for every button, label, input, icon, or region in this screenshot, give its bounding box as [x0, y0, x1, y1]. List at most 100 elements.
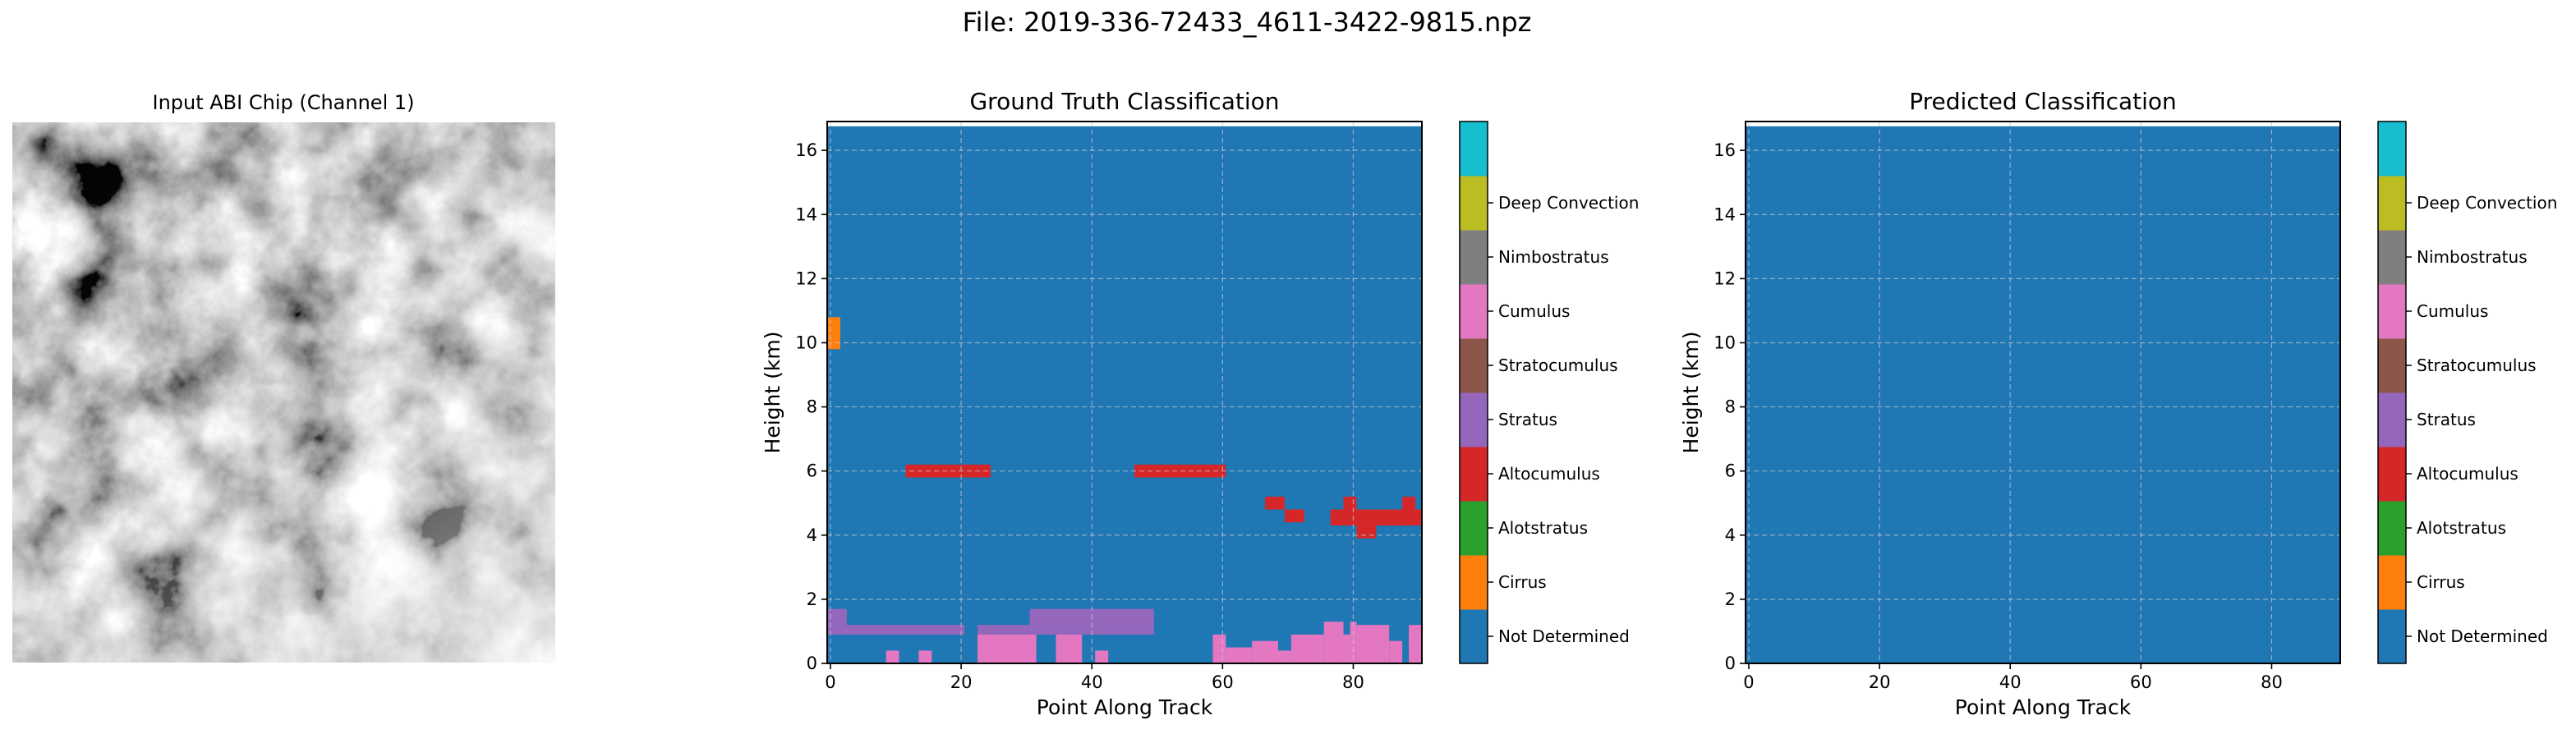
ground-truth-y-tick-label: 2	[807, 589, 817, 609]
ground-truth-colorbar-label-altocumulus: Altocumulus	[1498, 464, 1600, 484]
ground-truth-cell-altocumulus	[1356, 525, 1377, 539]
ground-truth-cell-altocumulus	[1330, 509, 1422, 526]
predicted-colorbar-label-stratus: Stratus	[2417, 410, 2476, 429]
predicted-y-tick-label: 2	[1725, 589, 1736, 609]
predicted-y-tick-label: 12	[1714, 268, 1736, 288]
ground-truth-cell-cumulus	[1389, 640, 1403, 663]
predicted-y-tick-label: 8	[1725, 397, 1736, 417]
ground-truth-colorbar-label-stratocumulus: Stratocumulus	[1498, 356, 1618, 375]
ground-truth-colorbar-segment	[1460, 555, 1488, 610]
predicted-colorbar-segment	[2378, 447, 2406, 502]
predicted-title: Predicted Classification	[1909, 88, 2177, 115]
ground-truth-x-tick-label: 40	[1081, 672, 1103, 692]
ground-truth-colorbar-label-not-determined: Not Determined	[1498, 626, 1630, 646]
predicted-colorbar-label-altocumulus: Altocumulus	[2417, 464, 2518, 484]
ground-truth-cell-cumulus	[1212, 634, 1226, 663]
predicted-colorbar-segment	[2378, 392, 2406, 447]
predicted-background-cells	[1746, 126, 2340, 664]
predicted-colorbar-segment	[2378, 338, 2406, 393]
ground-truth-cell-altocumulus	[905, 464, 991, 478]
ground-truth-cell-stratus	[827, 608, 847, 626]
ground-truth-cell-cumulus	[1290, 634, 1324, 663]
ground-truth-colorbar-segment	[1460, 392, 1488, 447]
ground-truth-x-axis-label: Point Along Track	[1037, 695, 1213, 719]
ground-truth-cell-cumulus	[886, 650, 899, 663]
predicted-colorbar-label-cumulus: Cumulus	[2417, 301, 2488, 321]
satellite-image-overlay-bottom	[12, 122, 555, 663]
ground-truth-y-tick-label: 12	[795, 268, 817, 288]
ground-truth-x-tick-label: 20	[950, 672, 973, 692]
ground-truth-colorbar-label-cirrus: Cirrus	[1498, 572, 1547, 592]
ground-truth-colorbar-segment	[1460, 122, 1488, 177]
ground-truth-colorbar-label-deep-convection: Deep Convection	[1498, 193, 1639, 213]
ground-truth-cell-cumulus	[1095, 650, 1109, 663]
predicted-y-tick-label: 6	[1725, 461, 1736, 481]
ground-truth-colorbar-segment	[1460, 447, 1488, 502]
ground-truth-cell-altocumulus	[1284, 509, 1304, 523]
ground-truth-cell-cumulus	[1226, 647, 1253, 663]
ground-truth-colorbar-label-cumulus: Cumulus	[1498, 301, 1570, 321]
ground-truth-x-tick-label: 0	[825, 672, 835, 692]
predicted-colorbar-label-alotstratus: Alotstratus	[2417, 518, 2506, 538]
ground-truth-y-tick-label: 16	[795, 140, 817, 160]
ground-truth-cell-cumulus	[1277, 650, 1291, 663]
ground-truth-colorbar-label-nimbostratus: Nimbostratus	[1498, 247, 1609, 267]
predicted-colorbar-label-stratocumulus: Stratocumulus	[2417, 356, 2537, 375]
ground-truth-y-axis-label: Height (km)	[761, 332, 784, 454]
input-panel: Input ABI Chip (Channel 1)	[12, 91, 555, 663]
input-panel-title: Input ABI Chip (Channel 1)	[152, 91, 414, 114]
predicted-colorbar-segment	[2378, 501, 2406, 556]
predicted-x-tick-label: 0	[1743, 672, 1754, 692]
ground-truth-y-tick-label: 0	[807, 654, 817, 673]
ground-truth-colorbar-frame	[1459, 121, 1488, 664]
ground-truth-cell-cumulus	[1252, 640, 1278, 663]
ground-truth-colorbar-segment	[1460, 284, 1488, 339]
predicted-colorbar-label-deep-convection: Deep Convection	[2417, 193, 2557, 213]
predicted-colorbar-segment	[2378, 609, 2406, 664]
predicted-colorbar-segment	[2378, 230, 2406, 285]
ground-truth-axes-frame	[826, 121, 1423, 664]
ground-truth-colorbar-segment	[1460, 338, 1488, 393]
ground-truth-cell-cumulus	[1409, 625, 1422, 651]
predicted-axes-frame	[1745, 121, 2341, 664]
predicted-y-tick-label: 10	[1714, 333, 1736, 352]
ground-truth-y-tick-label: 4	[807, 525, 817, 545]
ground-truth-y-tick-label: 6	[807, 461, 817, 481]
predicted-colorbar-label-nimbostratus: Nimbostratus	[2417, 247, 2528, 267]
predicted-y-tick-label: 0	[1725, 654, 1736, 673]
ground-truth-cell-cumulus	[1323, 622, 1344, 663]
predicted-colorbar-segment	[2378, 122, 2406, 177]
ground-truth-x-tick-label: 80	[1342, 672, 1364, 692]
ground-truth-cell-cumulus	[1356, 625, 1390, 663]
ground-truth-cell-cumulus	[918, 650, 932, 663]
predicted-y-axis-label: Height (km)	[1679, 332, 1703, 454]
predicted-panel: Predicted Classification 0 20 40 60 80 0 2 4 6 8 10…	[1679, 88, 2557, 719]
ground-truth-cell-altocumulus	[1402, 496, 1416, 510]
figure-title: File: 2019-336-72433_4611-3422-9815.npz	[963, 7, 1532, 38]
predicted-y-tick-label: 4	[1725, 525, 1736, 545]
ground-truth-cell-stratus	[827, 625, 965, 635]
ground-truth-y-tick-label: 10	[795, 333, 817, 352]
predicted-colorbar-segment	[2378, 555, 2406, 610]
ground-truth-cell-cumulus	[1343, 634, 1350, 663]
ground-truth-cell-altocumulus	[1134, 464, 1226, 478]
ground-truth-y-tick-label: 14	[795, 204, 817, 224]
predicted-colorbar-frame	[2377, 121, 2407, 664]
ground-truth-background-cells	[827, 126, 1422, 664]
predicted-x-tick-label: 20	[1869, 672, 1891, 692]
predicted-y-tick-label: 14	[1714, 204, 1736, 224]
ground-truth-cell-cirrus	[827, 317, 840, 350]
ground-truth-title: Ground Truth Classification	[969, 88, 1279, 115]
ground-truth-colorbar-label-stratus: Stratus	[1498, 410, 1557, 429]
ground-truth-cell-stratus	[977, 625, 1154, 635]
predicted-x-tick-label: 40	[1999, 672, 2022, 692]
predicted-colorbar-label-cirrus: Cirrus	[2417, 572, 2465, 592]
ground-truth-colorbar-segment	[1460, 501, 1488, 556]
predicted-colorbar-segment	[2378, 284, 2406, 339]
predicted-x-axis-label: Point Along Track	[1955, 695, 2132, 719]
ground-truth-colorbar-label-alotstratus: Alotstratus	[1498, 518, 1588, 538]
ground-truth-colorbar-segment	[1460, 230, 1488, 285]
ground-truth-cell-cumulus	[977, 634, 1037, 663]
ground-truth-panel: Ground Truth Classification 0 20 40 60 80 0 2 4 6…	[761, 88, 1639, 719]
